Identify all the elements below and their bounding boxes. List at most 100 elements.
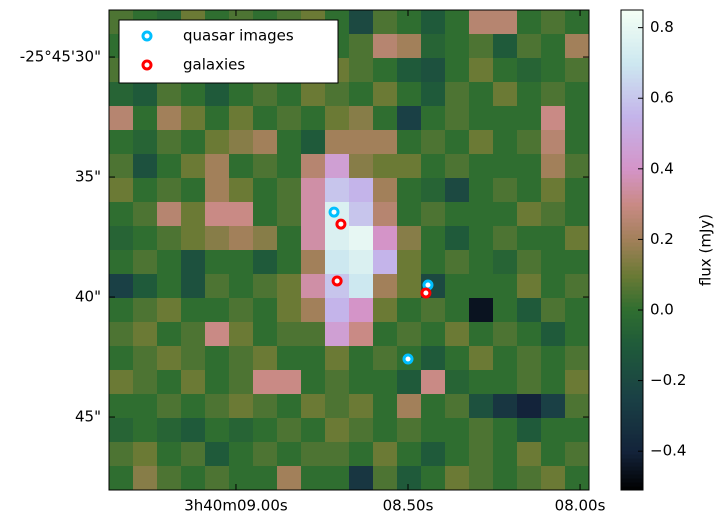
colorbar-segment	[621, 322, 643, 327]
heatmap-cell	[565, 82, 590, 107]
colorbar-segment	[621, 482, 643, 487]
legend-box	[118, 19, 339, 84]
heatmap-cell	[517, 178, 542, 203]
heatmap-cell	[349, 322, 374, 347]
marker	[328, 206, 340, 218]
heatmap-cell	[181, 394, 206, 419]
heatmap-cell	[397, 250, 422, 275]
colorbar-segment	[621, 122, 643, 127]
heatmap-cell	[205, 322, 230, 347]
heatmap-cell	[541, 106, 566, 131]
heatmap-cell	[325, 322, 350, 347]
heatmap-cell	[301, 202, 326, 227]
heatmap-cell	[325, 154, 350, 179]
heatmap-cell	[421, 202, 446, 227]
heatmap-cell	[325, 394, 350, 419]
heatmap-cell	[445, 322, 470, 347]
colorbar-segment	[621, 422, 643, 427]
heatmap-cell	[397, 442, 422, 467]
heatmap-cell	[517, 250, 542, 275]
heatmap-cell	[445, 82, 470, 107]
colorbar-segment	[621, 186, 643, 191]
heatmap-cell	[373, 442, 398, 467]
colorbar-segment	[621, 142, 643, 147]
heatmap-cell	[373, 346, 398, 371]
colorbar-segment	[621, 382, 643, 387]
colorbar-segment	[621, 22, 643, 27]
heatmap-cell	[541, 226, 566, 251]
colorbar-segment	[621, 214, 643, 219]
heatmap-cell	[469, 226, 494, 251]
heatmap-cell	[349, 130, 374, 155]
colorbar-segment	[621, 174, 643, 179]
heatmap-cell	[397, 202, 422, 227]
heatmap-cell	[253, 274, 278, 299]
heatmap-cell	[205, 394, 230, 419]
heatmap-cell	[541, 346, 566, 371]
heatmap-cell	[397, 106, 422, 131]
colorbar-segment	[621, 354, 643, 359]
heatmap-cell	[109, 466, 134, 491]
heatmap-cell	[565, 370, 590, 395]
heatmap-cell	[349, 274, 374, 299]
heatmap-cell	[397, 82, 422, 107]
heatmap-cell	[421, 34, 446, 59]
heatmap-cell	[469, 418, 494, 443]
heatmap-cell	[349, 466, 374, 491]
heatmap-cell	[397, 466, 422, 491]
colorbar-segment	[621, 414, 643, 419]
heatmap-cell	[517, 130, 542, 155]
colorbar-segment	[621, 362, 643, 367]
x-tick-label: 3h40m09.00s	[184, 497, 288, 515]
heatmap-cell	[373, 394, 398, 419]
colorbar-segment	[621, 370, 643, 375]
heatmap-cell	[469, 82, 494, 107]
heatmap-cell	[301, 130, 326, 155]
heatmap-cell	[565, 130, 590, 155]
heatmap-cell	[493, 274, 518, 299]
heatmap-cell	[517, 370, 542, 395]
colorbar-segment	[621, 230, 643, 235]
colorbar-segment	[621, 222, 643, 227]
heatmap-cell	[157, 178, 182, 203]
heatmap-cell	[301, 82, 326, 107]
heatmap-cell	[157, 394, 182, 419]
heatmap-cell	[397, 394, 422, 419]
heatmap-cell	[277, 274, 302, 299]
colorbar-segment	[621, 34, 643, 39]
colorbar-tick-label: 0.2	[650, 230, 674, 248]
heatmap-cell	[565, 34, 590, 59]
heatmap-cell	[301, 226, 326, 251]
heatmap-cell	[325, 418, 350, 443]
colorbar-segment	[621, 486, 643, 491]
heatmap-cell	[109, 298, 134, 323]
heatmap-cell	[373, 226, 398, 251]
heatmap-cell	[541, 58, 566, 83]
heatmap-cell	[277, 178, 302, 203]
heatmap-cell	[109, 154, 134, 179]
heatmap-cell	[421, 226, 446, 251]
heatmap-cell	[397, 58, 422, 83]
heatmap-cell	[133, 154, 158, 179]
heatmap-cell	[541, 82, 566, 107]
colorbar-segment	[621, 398, 643, 403]
heatmap-cell	[421, 58, 446, 83]
colorbar-segment	[621, 262, 643, 267]
heatmap-cell	[253, 370, 278, 395]
colorbar-segment	[621, 50, 643, 55]
heatmap-cell	[325, 250, 350, 275]
colorbar-segment	[621, 14, 643, 19]
colorbar-segment	[621, 110, 643, 115]
heatmap-cell	[373, 130, 398, 155]
heatmap-cell	[109, 106, 134, 131]
heatmap-cell	[181, 274, 206, 299]
heatmap-cell	[565, 442, 590, 467]
heatmap-cell	[181, 178, 206, 203]
heatmap-cell	[565, 58, 590, 83]
colorbar-segment	[621, 138, 643, 143]
colorbar-segment	[621, 366, 643, 371]
heatmap-cell	[253, 226, 278, 251]
heatmap-cell	[373, 370, 398, 395]
heatmap-cell	[301, 394, 326, 419]
heatmap-cell	[253, 178, 278, 203]
